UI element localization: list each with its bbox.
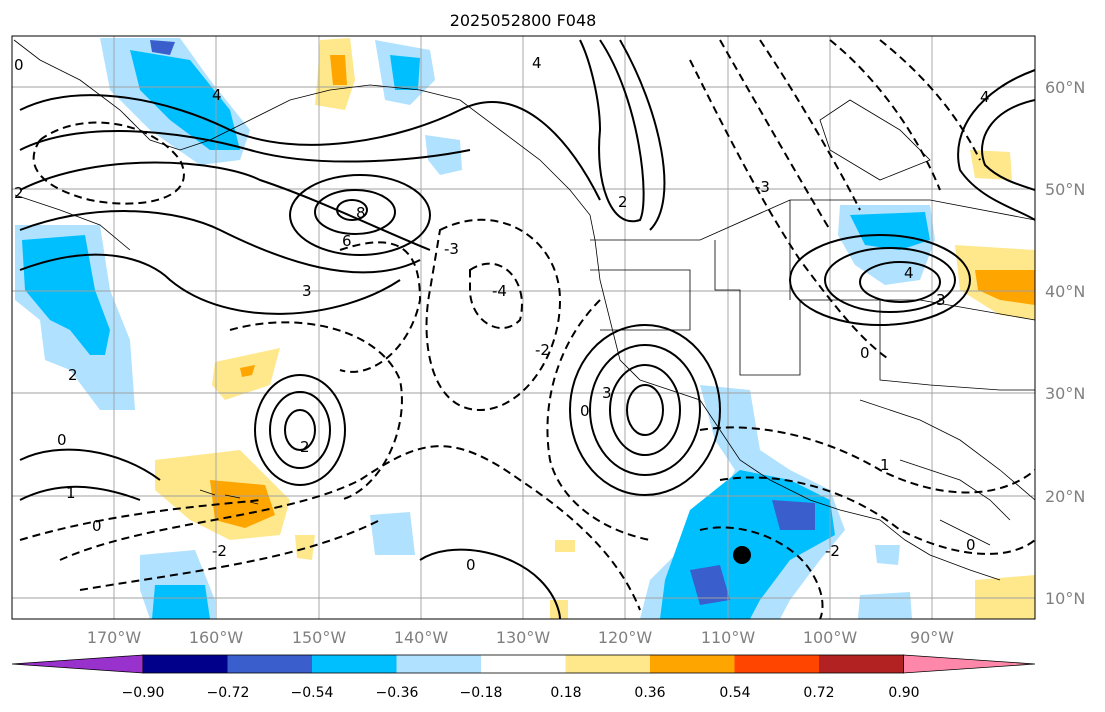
contour-label: -2 [212, 542, 227, 560]
contour-label: -2 [825, 542, 840, 560]
lon-label: 130°W [496, 628, 551, 647]
colorbar-swatch [819, 655, 904, 673]
lon-label: 140°W [394, 628, 449, 647]
contour-label: 2 [68, 366, 78, 384]
contour-label: 4 [212, 86, 222, 104]
colorbar-tick: −0.18 [460, 685, 503, 701]
lat-label: 50°N [1045, 180, 1085, 199]
lat-label: 30°N [1045, 384, 1085, 403]
lat-label: 60°N [1045, 78, 1085, 97]
lat-label: 40°N [1045, 282, 1085, 301]
colorbar-tick: 0.72 [803, 685, 834, 701]
contour-label: 0 [466, 556, 476, 574]
solid-contours [19, 39, 1035, 619]
colorbar-tick: 0.90 [888, 685, 919, 701]
contour-label: -2 [535, 341, 550, 359]
colorbar-swatch [227, 655, 313, 673]
figure-title: 2025052800 F048 [450, 11, 597, 30]
lon-label: 90°W [910, 628, 954, 647]
contour-label: 0 [57, 431, 67, 449]
contour-label: 3 [936, 291, 946, 309]
colorbar-extend-low [11, 654, 144, 674]
dashed-contours [19, 39, 1035, 619]
colorbar-swatch [481, 655, 566, 673]
colorbar-swatch [396, 655, 482, 673]
colorbar-swatch [312, 655, 397, 673]
map-frame [11, 35, 1036, 620]
colorbar-extend-high [903, 654, 1036, 674]
colorbar-tick: 0.18 [550, 685, 581, 701]
colorbar-tick: 0.36 [634, 685, 665, 701]
latitude-labels: 60°N 50°N 40°N 30°N 20°N 10°N [1045, 78, 1085, 608]
lon-label: 170°W [87, 628, 142, 647]
colorbar-tick: −0.36 [376, 685, 419, 701]
colorbar-swatch [565, 655, 651, 673]
contour-label: -3 [444, 240, 459, 258]
contour-label: 4 [532, 54, 542, 72]
lon-label: 110°W [701, 628, 756, 647]
contour-label: 2 [14, 184, 24, 202]
contour-label: 6 [342, 232, 352, 250]
colorbar-tick: −0.54 [291, 685, 334, 701]
contour-label: 4 [904, 264, 914, 282]
contour-label: 2 [618, 193, 628, 211]
colorbar-swatch [143, 655, 228, 673]
contour-label: -3 [755, 178, 770, 196]
contour-label: 4 [980, 88, 990, 106]
contour-label: 3 [302, 282, 312, 300]
colorbar-swatch [650, 655, 735, 673]
contour-label: -4 [492, 282, 507, 300]
map-area: 8 6 3 4 2 -4 -3 0 2 2 0 1 0 -2 0 -2 3 4 … [12, 36, 1035, 619]
lat-label: 20°N [1045, 487, 1085, 506]
contour-label: 2 [300, 438, 310, 456]
lon-label: 160°W [189, 628, 244, 647]
contour-label: 1 [66, 484, 76, 502]
colorbar-outline [142, 654, 904, 674]
contour-label: 0 [92, 517, 102, 535]
colorbar-swatch [734, 655, 820, 673]
lon-label: 120°W [598, 628, 653, 647]
contour-labels: 8 6 3 4 2 -4 -3 0 2 2 0 1 0 -2 0 -2 3 4 … [14, 54, 990, 574]
lon-label: 150°W [292, 628, 347, 647]
contour-label: 3 [602, 384, 612, 402]
storm-marker [733, 546, 751, 564]
colorbar-tick: −0.90 [122, 685, 165, 701]
colorbar-tick: 0.54 [719, 685, 750, 701]
colorbar-labels: −0.90 −0.72 −0.54 −0.36 −0.18 0.18 0.36 … [122, 685, 920, 701]
lon-label: 100°W [803, 628, 858, 647]
contour-label: 0 [860, 344, 870, 362]
longitude-labels: 170°W 160°W 150°W 140°W 130°W 120°W 110°… [87, 628, 954, 647]
colorbar-tick: −0.72 [207, 685, 250, 701]
contour-label: 0 [14, 56, 24, 74]
contour-label: 0 [966, 536, 976, 554]
colorbar [11, 654, 1036, 674]
contour-label: 0 [580, 402, 590, 420]
gridlines [12, 36, 1035, 619]
contour-label: 1 [880, 456, 890, 474]
lat-label: 10°N [1045, 589, 1085, 608]
anomaly-shading [15, 38, 1035, 619]
contour-label: 8 [356, 204, 366, 222]
